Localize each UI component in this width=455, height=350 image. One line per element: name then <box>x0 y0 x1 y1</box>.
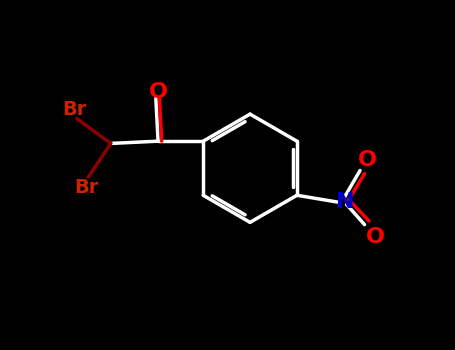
Text: N: N <box>336 192 355 212</box>
Text: Br: Br <box>74 178 98 197</box>
Text: Br: Br <box>62 100 87 119</box>
Text: O: O <box>149 82 167 102</box>
Text: O: O <box>358 150 377 170</box>
Text: O: O <box>365 227 384 247</box>
